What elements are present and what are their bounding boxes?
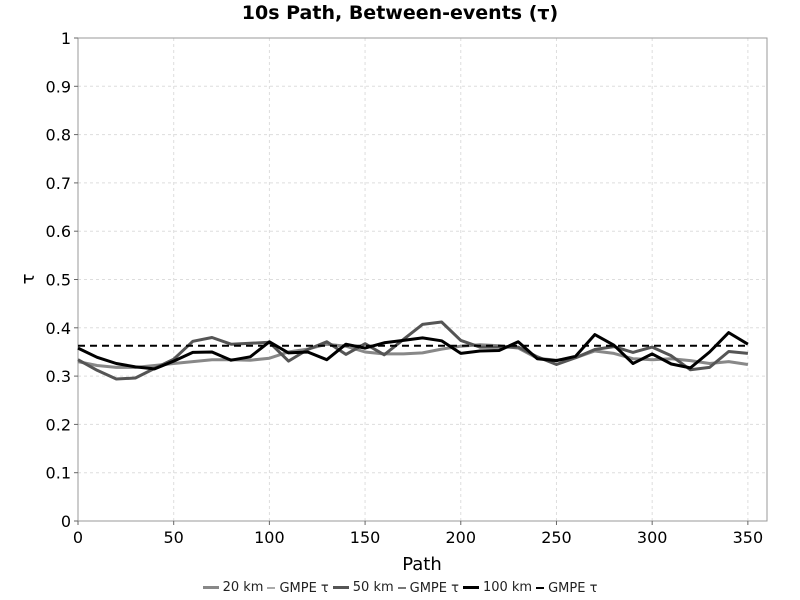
x-tick-label: 350 bbox=[733, 528, 764, 547]
series-line-0 bbox=[77, 342, 749, 369]
legend-label: 20 km bbox=[222, 580, 264, 595]
legend-swatch bbox=[462, 586, 479, 589]
y-axis-label: τ bbox=[18, 274, 39, 285]
series-line-2 bbox=[77, 331, 749, 371]
grid bbox=[77, 37, 767, 522]
y-tick-label: 0.2 bbox=[46, 415, 71, 434]
legend-item: 20 km bbox=[202, 580, 264, 595]
chart-title: 10s Path, Between-events (τ) bbox=[241, 2, 559, 24]
legend-swatch bbox=[536, 587, 545, 589]
legend-item: GMPE τ bbox=[536, 581, 597, 596]
legend-swatch bbox=[202, 586, 219, 589]
x-tick-label: 300 bbox=[637, 528, 668, 547]
x-tick-label: 50 bbox=[164, 528, 184, 547]
y-tick-label: 0.3 bbox=[46, 367, 71, 386]
x-tick-label: 200 bbox=[446, 528, 477, 547]
legend-swatch bbox=[397, 587, 406, 589]
legend-swatch bbox=[332, 586, 349, 589]
y-tick-label: 0.8 bbox=[46, 126, 71, 145]
y-tick-label: 0.6 bbox=[46, 222, 71, 241]
legend-label: 50 km bbox=[352, 580, 394, 595]
axis-ticks: 0 50 100 150 200 250 300 350 0 0.1 0.2 0.3 0.4 0.5 0.6… bbox=[46, 29, 764, 547]
series-lines bbox=[77, 320, 749, 381]
x-axis-label: Path bbox=[402, 554, 442, 575]
y-tick-label: 0.9 bbox=[46, 77, 71, 96]
legend-swatch bbox=[267, 587, 276, 589]
y-tick-label: 0.1 bbox=[46, 464, 71, 483]
y-tick-label: 0.7 bbox=[46, 174, 71, 193]
legend-item: 50 km bbox=[332, 580, 394, 595]
legend-label: GMPE τ bbox=[279, 580, 329, 596]
y-tick-label: 0.4 bbox=[46, 319, 71, 338]
series-line-1 bbox=[77, 320, 749, 381]
x-tick-label: 0 bbox=[73, 528, 83, 547]
legend-label: GMPE τ bbox=[548, 580, 598, 596]
y-tick-label: 0.5 bbox=[46, 271, 71, 290]
legend-item: GMPE τ bbox=[397, 580, 459, 596]
y-tick-label: 0 bbox=[61, 512, 71, 531]
legend-item: GMPE τ bbox=[267, 580, 329, 596]
x-tick-label: 100 bbox=[254, 528, 285, 547]
legend: 20 km GMPE τ 50 km GMPE τ 100 km GMPE τ bbox=[0, 578, 800, 596]
y-tick-label: 1 bbox=[61, 29, 71, 48]
legend-label: GMPE τ bbox=[409, 580, 459, 596]
x-tick-label: 250 bbox=[541, 528, 572, 547]
legend-item: 100 km bbox=[462, 580, 533, 595]
x-tick-label: 150 bbox=[350, 528, 381, 547]
legend-label: 100 km bbox=[482, 580, 533, 595]
